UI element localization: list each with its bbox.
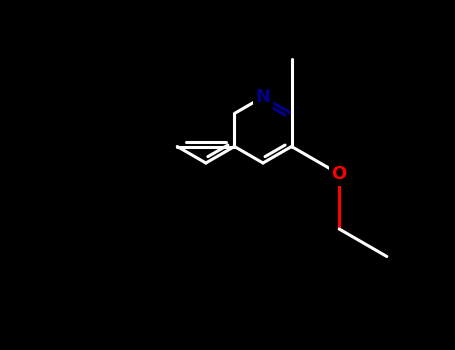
Text: O: O: [332, 165, 347, 183]
Text: N: N: [256, 88, 271, 106]
